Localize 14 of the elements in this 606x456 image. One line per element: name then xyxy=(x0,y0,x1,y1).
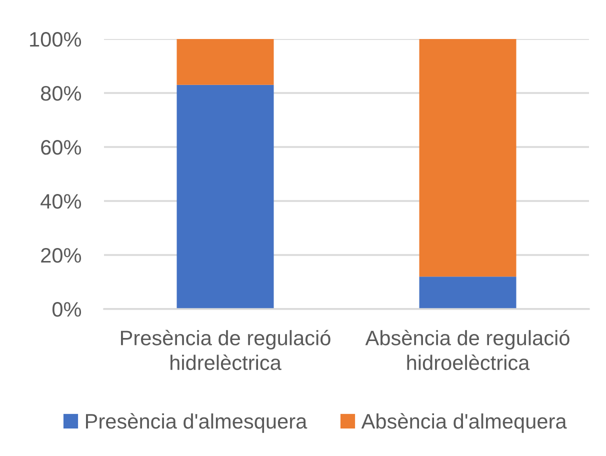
y-tick-label: 0% xyxy=(52,302,82,317)
y-tick-label: 80% xyxy=(40,86,82,101)
y-tick-label: 60% xyxy=(41,140,82,155)
bar xyxy=(176,84,274,309)
y-tick-label: 20% xyxy=(41,248,82,263)
legend-label: Absència d'almequera xyxy=(361,413,567,433)
y-tick-label: 40% xyxy=(40,194,82,209)
legend-label: Presència d'almesquera xyxy=(86,413,308,433)
x-tick-label: Absència de regulació hidroelèctrica xyxy=(365,330,570,370)
x-tick-label: Presència de regulació hidrelèctrica xyxy=(121,330,330,370)
bar xyxy=(176,39,274,85)
bar xyxy=(419,276,516,309)
bar xyxy=(419,39,516,277)
y-tick-label: 100% xyxy=(30,32,82,47)
